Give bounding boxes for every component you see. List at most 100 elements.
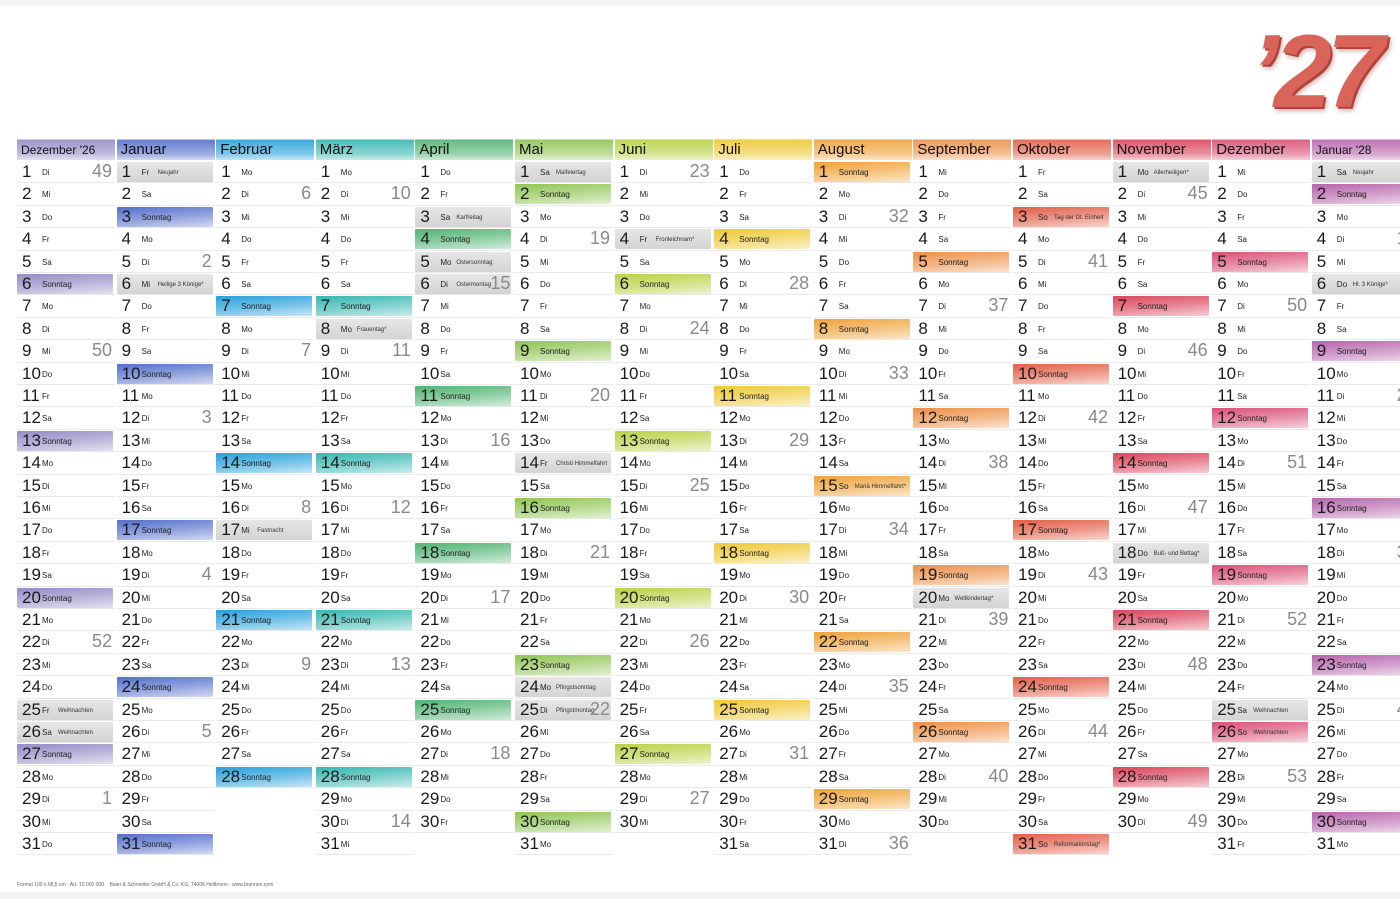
day-number: 5 [1217,251,1227,271]
day-row: 18 Di 21 [515,542,613,565]
sunday-label: Sonntag [739,548,769,558]
day-row: 22 Sa [515,631,613,654]
week-number: 1 [1397,228,1400,249]
day-row: 29 Fr [116,788,215,811]
day-row: 1 Di 23 [614,161,713,184]
day-row: 22 Do [415,631,514,654]
sunday-highlight [813,789,910,810]
weekday-label: Sa [938,548,949,558]
weekday-label: Mo [141,548,153,558]
day-number: 24 [818,677,838,697]
day-number: 14 [520,453,539,473]
day-number: 9 [719,341,729,361]
month-name: Mai [519,141,544,158]
weekday-label: Sa [1038,660,1048,670]
weekday-label: Sa [440,683,451,693]
day-number: 18 [719,542,739,562]
day-row: 9 Di 46 [1112,340,1211,363]
day-row: 21 Mi [415,609,514,632]
weekday-label: Fr [938,526,946,536]
weekday-label: Fr [440,660,448,670]
day-number: 19 [1316,565,1336,585]
weekday-label: Mo [938,750,950,760]
sunday-highlight [415,542,512,563]
day-number: 17 [619,520,639,540]
day-number: 3 [719,206,729,226]
day-number: 12 [1316,408,1336,428]
day-number: 4 [221,229,231,249]
day-row: 6 Di Ostermontag 15 [415,273,514,296]
weekday-label: Mo [440,728,452,737]
weekday-label: Do [42,212,53,222]
day-row: 26 Do [813,721,912,744]
weekday-label: Fr [141,168,150,177]
day-row: 23 Do [1212,654,1311,677]
week-number: 35 [888,676,909,697]
day-row: 11 Sa [1212,385,1311,408]
day-number: 31 [1018,834,1037,853]
day-number: 17 [1117,520,1137,540]
weekday-label: Do [1038,616,1049,625]
day-row: 22 Mo [216,631,315,654]
day-row: 14 Sa [813,452,912,475]
weekday-label: Di [42,481,50,491]
day-row: 2 Do [1212,183,1311,206]
day-number: 14 [22,453,41,473]
weekday-label: Fr [739,504,747,513]
month-header: Januar '28 [1311,139,1400,160]
sunday-highlight [415,699,512,720]
day-row: 5 Di 2 [116,251,215,273]
sunday-highlight [614,744,711,765]
day-row: 25 Do [216,699,315,721]
day-row: 2 Fr [415,183,514,206]
day-row: 24 Do [17,676,115,699]
day-row: 17 Mi [1112,519,1211,542]
holiday-label: Fastnacht [257,528,284,535]
weekday-label: Fr [540,302,548,312]
day-row: 22 Mi [913,631,1012,654]
day-row: 31 Sonntag [116,833,215,856]
day-number: 23 [121,654,141,674]
weekday-label: Do [838,257,850,267]
day-row: 24 Mo [1311,676,1400,699]
weekday-label: Mo [440,571,452,581]
weekday-label: Sa [241,593,251,603]
day-row: 14 Do [1013,452,1111,475]
weekday-label: Di [838,683,847,693]
weekday-label: Sa [639,728,650,737]
day-number: 21 [818,610,838,629]
day-number: 7 [320,296,331,316]
day-row: 25 Di Pfingstmontag 22 [515,699,613,721]
day-number: 5 [520,251,530,271]
sunday-label: Sonntag [241,616,271,625]
day-row: 23 Fr [415,654,514,677]
day-number: 15 [818,475,838,495]
sunday-highlight [1112,610,1209,630]
day-number: 8 [520,318,530,338]
weekday-label: Di [540,548,548,558]
day-number: 13 [818,430,838,450]
weekday-label: Mo [1038,392,1050,401]
sunday-label: Sonntag [1237,414,1267,424]
day-number: 20 [22,587,41,607]
weekday-label: Mi [141,593,151,603]
day-number: 16 [619,498,639,517]
weekday-label: Mi [1237,324,1246,334]
weekday-label: Di [141,257,150,267]
sunday-highlight [1212,408,1309,429]
day-row: 11 Sonntag [415,385,514,408]
day-row: 11 Di 20 [515,385,613,408]
day-number: 3 [619,206,630,226]
weekday-label: Mo [241,324,253,334]
day-row: 5 Fr [1112,251,1211,273]
weekday-label: Sa [141,660,152,670]
weekday-label: Sa [1237,705,1247,715]
day-number: 6 [520,274,530,293]
day-row: 1 Mi [1212,161,1311,184]
weekday-label: Sa [42,414,52,424]
weekday-label: Do [440,324,451,334]
day-row: 3 Fr [913,206,1012,229]
weekday-label: Sa [739,526,749,536]
day-number: 18 [818,542,838,562]
day-row: 3 Fr [1212,206,1311,229]
